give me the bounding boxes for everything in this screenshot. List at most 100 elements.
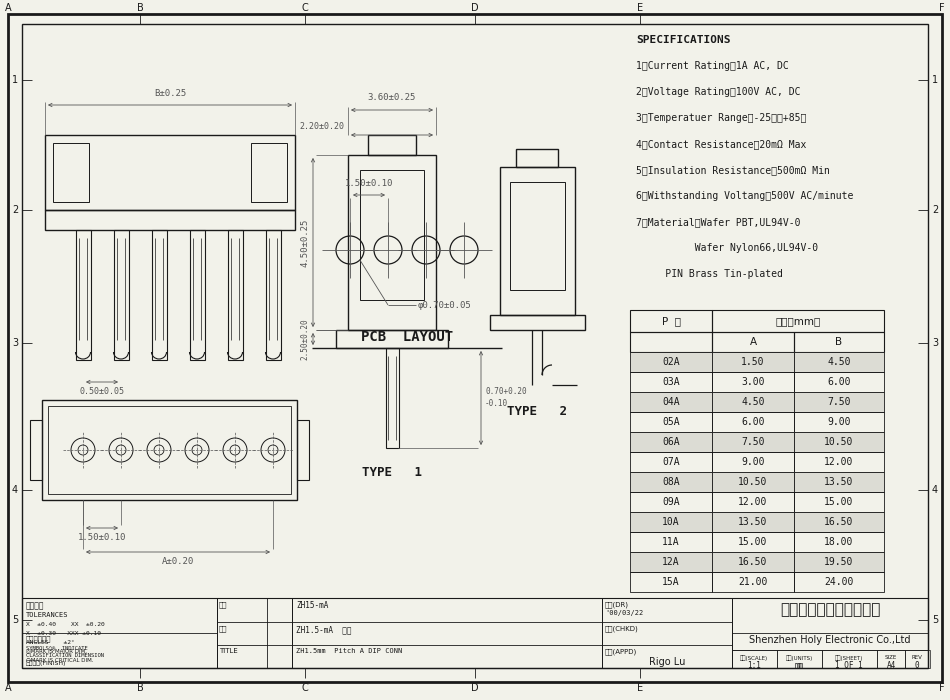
Text: 6、Withstanding Voltang：500V AC/minute: 6、Withstanding Voltang：500V AC/minute — [636, 191, 853, 201]
Text: 13.50: 13.50 — [825, 477, 854, 487]
Bar — [630, 532, 712, 552]
Text: 15.00: 15.00 — [825, 497, 854, 507]
Bar — [45, 135, 295, 210]
Text: 3、Temperatuer Range：-25℃～+85℃: 3、Temperatuer Range：-25℃～+85℃ — [636, 113, 807, 123]
Text: X  ±0.30   XXX ±0.10: X ±0.30 XXX ±0.10 — [26, 631, 101, 636]
Bar — [76, 230, 91, 360]
Bar — [630, 432, 712, 452]
Text: 7.50: 7.50 — [827, 397, 851, 407]
Text: 1.50: 1.50 — [741, 357, 765, 367]
Bar — [630, 372, 712, 392]
Text: C: C — [302, 3, 309, 13]
Text: B±0.25: B±0.25 — [154, 88, 186, 97]
Text: 3: 3 — [12, 338, 18, 348]
Bar — [712, 332, 794, 352]
Bar — [630, 572, 712, 592]
Bar — [630, 352, 712, 372]
Text: F: F — [940, 3, 945, 13]
Text: X  ±0.40    XX  ±0.20: X ±0.40 XX ±0.20 — [26, 622, 104, 627]
Text: 2: 2 — [11, 205, 18, 215]
Text: ZH1.5-mA  直针: ZH1.5-mA 直针 — [296, 625, 352, 634]
Bar — [630, 492, 712, 512]
Bar — [794, 452, 884, 472]
Bar — [794, 472, 884, 492]
Text: 2.20±0.20: 2.20±0.20 — [299, 122, 344, 131]
Text: 07A: 07A — [662, 457, 680, 467]
Text: 02A: 02A — [662, 357, 680, 367]
Text: 1.50±0.10: 1.50±0.10 — [345, 178, 393, 188]
Text: 10A: 10A — [662, 517, 680, 527]
Bar — [42, 400, 297, 500]
Text: ○MARK IS CRITICAL DIM.: ○MARK IS CRITICAL DIM. — [26, 657, 93, 662]
Text: ◎MARK IS MAJOR DIM.: ◎MARK IS MAJOR DIM. — [26, 649, 87, 654]
Bar — [630, 332, 712, 352]
Text: 3.00: 3.00 — [741, 377, 765, 387]
Text: 16.50: 16.50 — [738, 557, 768, 567]
Text: 张数(SHEET): 张数(SHEET) — [835, 655, 864, 661]
Text: 深圳市宏利电子有限公司: 深圳市宏利电子有限公司 — [780, 602, 881, 617]
Text: 表面处理(FINISH): 表面处理(FINISH) — [26, 660, 66, 666]
Text: 1 OF 1: 1 OF 1 — [835, 661, 863, 670]
Text: SIZE: SIZE — [884, 655, 897, 660]
Bar — [602, 598, 732, 668]
Text: 5、Insulation Resistance：500mΩ Min: 5、Insulation Resistance：500mΩ Min — [636, 165, 830, 175]
Text: 0.50±0.05: 0.50±0.05 — [80, 388, 124, 396]
Text: ANGLES    ±2°: ANGLES ±2° — [26, 640, 75, 645]
Text: TYPE   1: TYPE 1 — [362, 466, 422, 479]
Text: 09A: 09A — [662, 497, 680, 507]
Bar — [490, 315, 585, 330]
Text: 3.60±0.25: 3.60±0.25 — [368, 94, 416, 102]
Text: 12.00: 12.00 — [738, 497, 768, 507]
Text: 工程: 工程 — [219, 601, 227, 608]
Text: 2.50±0.20: 2.50±0.20 — [300, 318, 310, 360]
Bar — [152, 230, 167, 360]
Bar — [794, 512, 884, 532]
Text: 12A: 12A — [662, 557, 680, 567]
Text: 0.70+0.20: 0.70+0.20 — [485, 388, 526, 396]
Text: φ0.70±0.05: φ0.70±0.05 — [418, 300, 472, 309]
Text: E: E — [636, 3, 643, 13]
Bar — [114, 230, 129, 360]
Bar — [794, 552, 884, 572]
Text: B: B — [137, 683, 143, 693]
Bar — [348, 155, 436, 330]
Text: A: A — [5, 3, 11, 13]
Text: 4.50: 4.50 — [827, 357, 851, 367]
Bar — [877, 650, 905, 668]
Bar — [712, 512, 794, 532]
Bar — [45, 210, 295, 230]
Text: ZH1.5mm  Pitch A DIP CONN: ZH1.5mm Pitch A DIP CONN — [296, 648, 402, 654]
Text: 7.50: 7.50 — [741, 437, 765, 447]
Text: 7、Material：Wafer PBT,UL94V-0: 7、Material：Wafer PBT,UL94V-0 — [636, 217, 801, 227]
Text: 6.00: 6.00 — [741, 417, 765, 427]
Text: 5: 5 — [11, 615, 18, 625]
Text: TOLERANCES: TOLERANCES — [26, 612, 68, 618]
Text: 1.50±0.10: 1.50±0.10 — [78, 533, 126, 542]
Bar — [336, 330, 448, 348]
Text: F: F — [940, 683, 945, 693]
Text: 4: 4 — [12, 485, 18, 495]
Bar — [712, 310, 884, 332]
Text: '00/03/22: '00/03/22 — [605, 610, 643, 616]
Text: 制图(DR): 制图(DR) — [605, 601, 629, 608]
Text: PIN Brass Tin-plated: PIN Brass Tin-plated — [636, 269, 783, 279]
Bar — [630, 392, 712, 412]
Text: 1:1: 1:1 — [747, 661, 761, 670]
Text: 05A: 05A — [662, 417, 680, 427]
Text: 单位(UNITS): 单位(UNITS) — [786, 655, 812, 661]
Bar — [794, 352, 884, 372]
Text: TITLE: TITLE — [219, 648, 238, 654]
Bar — [732, 598, 928, 668]
Bar — [794, 412, 884, 432]
Text: -0.10: -0.10 — [485, 400, 508, 409]
Text: 1、Current Rating：1A AC, DC: 1、Current Rating：1A AC, DC — [636, 61, 788, 71]
Bar — [905, 650, 930, 668]
Bar — [794, 572, 884, 592]
Bar — [822, 650, 877, 668]
Text: A4: A4 — [886, 661, 896, 670]
Bar — [712, 432, 794, 452]
Bar — [630, 412, 712, 432]
Text: 11A: 11A — [662, 537, 680, 547]
Text: REV: REV — [912, 655, 922, 660]
Text: 4.50: 4.50 — [741, 397, 765, 407]
